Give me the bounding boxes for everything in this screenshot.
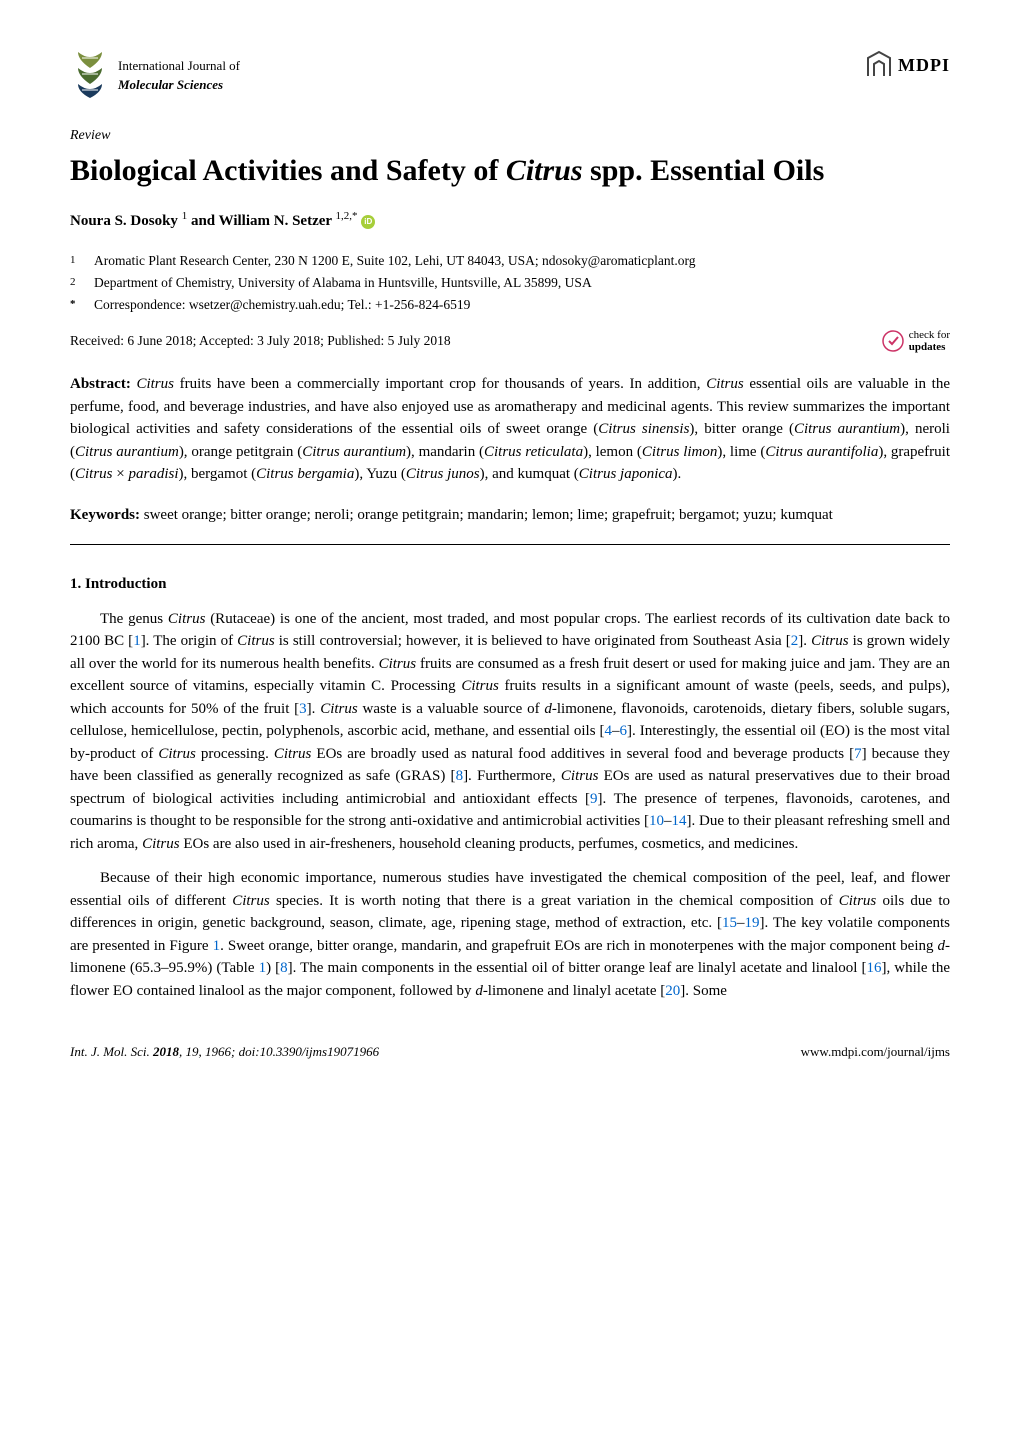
ref-link[interactable]: 15 — [722, 915, 737, 931]
intro-para-1: The genus Citrus (Rutaceae) is one of th… — [70, 608, 950, 856]
affiliations-block: 1 Aromatic Plant Research Center, 230 N … — [70, 251, 950, 316]
affil-1-text: Aromatic Plant Research Center, 230 N 12… — [94, 251, 696, 271]
affil-2-num: 2 — [70, 273, 94, 293]
affiliation-1: 1 Aromatic Plant Research Center, 230 N … — [94, 251, 950, 271]
correspondence: * Correspondence: wsetzer@chemistry.uah.… — [94, 295, 950, 315]
check-updates-icon — [882, 330, 904, 352]
keywords-text: sweet orange; bitter orange; neroli; ora… — [144, 507, 833, 523]
ref-link[interactable]: 16 — [866, 960, 881, 976]
keywords-block: Keywords: sweet orange; bitter orange; n… — [70, 504, 950, 527]
figure-link[interactable]: 1 — [213, 938, 221, 954]
check-updates-text: check for updates — [909, 329, 950, 353]
corr-text: Correspondence: wsetzer@chemistry.uah.ed… — [94, 295, 470, 315]
ref-link[interactable]: 1 — [133, 633, 141, 649]
title-italic: Citrus — [506, 154, 583, 187]
author-2-sup: 1,2,* — [336, 210, 358, 222]
check-updates-badge[interactable]: check for updates — [882, 329, 950, 353]
author-and: and — [187, 213, 218, 229]
ref-link[interactable]: 19 — [745, 915, 760, 931]
article-type: Review — [70, 125, 950, 146]
ref-link[interactable]: 8 — [456, 768, 464, 784]
author-2: William N. Setzer — [219, 213, 336, 229]
ref-link[interactable]: 20 — [665, 983, 680, 999]
ref-link[interactable]: 8 — [280, 960, 288, 976]
affil-2-text: Department of Chemistry, University of A… — [94, 273, 592, 293]
authors-line: Noura S. Dosoky 1 and William N. Setzer … — [70, 208, 950, 233]
section-1-heading: 1. Introduction — [70, 573, 950, 596]
ref-link[interactable]: 9 — [590, 791, 598, 807]
footer-right[interactable]: www.mdpi.com/journal/ijms — [801, 1042, 950, 1062]
title-part1: Biological Activities and Safety of — [70, 154, 506, 187]
affiliation-2: 2 Department of Chemistry, University of… — [94, 273, 950, 293]
abstract-label: Abstract: — [70, 376, 136, 392]
table-link[interactable]: 1 — [259, 960, 267, 976]
footer-row: Int. J. Mol. Sci. 2018, 19, 1966; doi:10… — [70, 1042, 950, 1062]
keywords-label: Keywords: — [70, 507, 144, 523]
check-line1: check for — [909, 329, 950, 341]
ref-link[interactable]: 14 — [672, 813, 687, 829]
journal-logo-block: International Journal of Molecular Scien… — [70, 50, 240, 100]
footer-left: Int. J. Mol. Sci. 2018, 19, 1966; doi:10… — [70, 1042, 379, 1062]
corr-star: * — [70, 295, 94, 315]
section-divider — [70, 544, 950, 545]
check-line2: updates — [909, 341, 950, 353]
mdpi-badge-icon — [864, 50, 894, 80]
title-part2: spp. Essential Oils — [583, 154, 825, 187]
abstract-block: Abstract: Citrus fruits have been a comm… — [70, 373, 950, 486]
intro-para-2: Because of their high economic importanc… — [70, 867, 950, 1002]
journal-name-line1: International Journal of — [118, 56, 240, 76]
publisher-logo: MDPI — [864, 50, 950, 80]
ref-link[interactable]: 7 — [854, 746, 862, 762]
ref-link[interactable]: 6 — [620, 723, 628, 739]
dna-helix-icon — [70, 50, 110, 100]
affil-1-num: 1 — [70, 251, 94, 271]
ref-link[interactable]: 3 — [299, 701, 307, 717]
journal-name: International Journal of Molecular Scien… — [118, 56, 240, 95]
article-title: Biological Activities and Safety of Citr… — [70, 151, 950, 190]
orcid-icon[interactable] — [361, 215, 375, 229]
header-row: International Journal of Molecular Scien… — [70, 50, 950, 100]
journal-name-line2: Molecular Sciences — [118, 75, 240, 95]
dates-text: Received: 6 June 2018; Accepted: 3 July … — [70, 331, 451, 351]
dates-row: Received: 6 June 2018; Accepted: 3 July … — [70, 329, 950, 353]
ref-link[interactable]: 4 — [605, 723, 613, 739]
ref-link[interactable]: 10 — [649, 813, 664, 829]
author-1: Noura S. Dosoky — [70, 213, 182, 229]
publisher-name: MDPI — [898, 52, 950, 79]
